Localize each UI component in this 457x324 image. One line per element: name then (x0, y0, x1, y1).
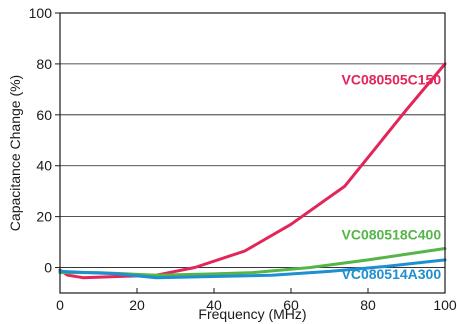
y-tick-label: 100 (29, 5, 53, 21)
x-tick-label: 80 (360, 297, 376, 313)
plot-frame (59, 12, 446, 294)
x-axis-label: Frequency (MHz) (198, 306, 306, 322)
x-tick-label: 0 (56, 297, 64, 313)
y-tick-label: 20 (36, 209, 52, 225)
series-labels: VC080505C150 VC080518C400 VC080514A300 (342, 71, 442, 282)
series-line-vc080505c150 (58, 62, 447, 280)
series-lines (58, 62, 447, 280)
x-tick-label: 60 (283, 297, 299, 313)
axis-ticks: 0 20 40 60 80 100 0 20 40 60 80 100 (29, 5, 457, 313)
series-label-vc080518c400: VC080518C400 (342, 227, 442, 243)
series-label-vc080514a300: VC080514A300 (342, 266, 442, 282)
x-tick-label: 100 (433, 297, 457, 313)
y-tick-label: 0 (44, 260, 52, 276)
y-axis-label: Capacitance Change (%) (7, 75, 23, 231)
series-label-vc080505c150: VC080505C150 (342, 71, 442, 87)
y-tick-label: 80 (36, 56, 52, 72)
x-tick-label: 20 (129, 297, 145, 313)
y-tick-label: 40 (36, 158, 52, 174)
series-line-vc080514a300 (58, 258, 447, 280)
y-tick-label: 60 (36, 107, 52, 123)
x-tick-label: 40 (206, 297, 222, 313)
